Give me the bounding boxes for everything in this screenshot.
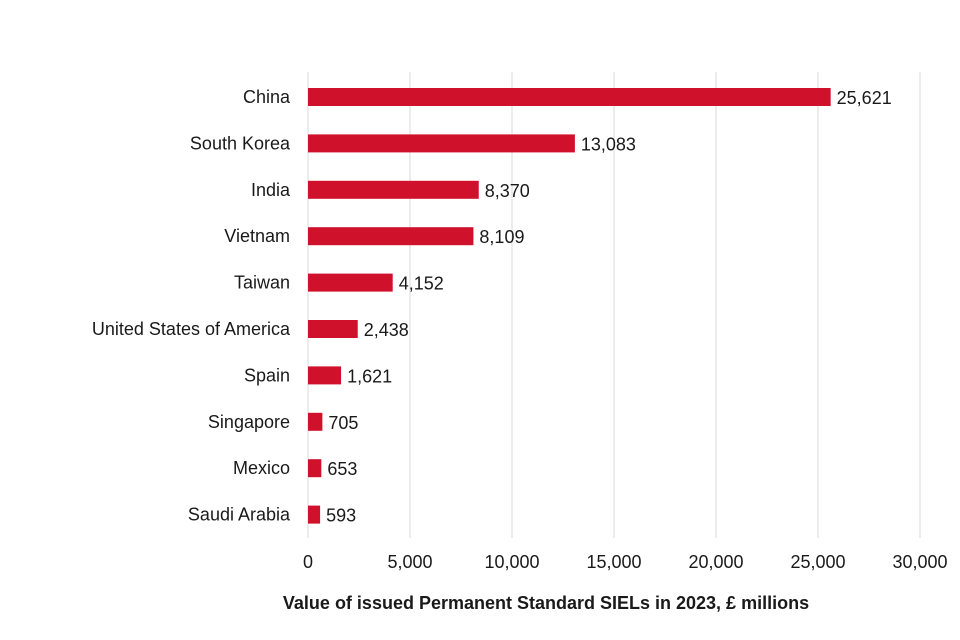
category-label: India: [251, 180, 291, 200]
data-label: 1,621: [347, 366, 392, 386]
data-label: 653: [327, 459, 357, 479]
data-label: 8,109: [479, 227, 524, 247]
x-tick-label: 0: [303, 552, 313, 572]
data-label: 13,083: [581, 134, 636, 154]
category-label: Vietnam: [224, 226, 290, 246]
bar: [308, 505, 321, 524]
bar: [308, 227, 474, 246]
category-label: Saudi Arabia: [188, 505, 291, 525]
category-label: Spain: [244, 365, 290, 385]
category-label: United States of America: [92, 319, 291, 339]
category-label: South Korea: [190, 133, 291, 153]
category-label: Singapore: [208, 412, 290, 432]
category-label: China: [243, 87, 291, 107]
category-label: Taiwan: [234, 273, 290, 293]
x-tick-label: 30,000: [892, 552, 947, 572]
bar: [308, 180, 479, 199]
x-tick-label: 25,000: [790, 552, 845, 572]
data-label: 2,438: [364, 320, 409, 340]
bar: [308, 88, 831, 106]
bar: [308, 366, 342, 385]
bar: [308, 459, 322, 478]
bars: [308, 88, 831, 524]
data-label: 4,152: [399, 274, 444, 294]
x-tick-label: 15,000: [586, 552, 641, 572]
x-tick-label: 20,000: [688, 552, 743, 572]
data-label: 593: [326, 506, 356, 526]
category-labels: China South Korea India Vietnam Taiwan United…: [92, 87, 291, 525]
data-label: 8,370: [485, 181, 530, 201]
x-tick-label: 5,000: [387, 552, 432, 572]
data-label: 25,621: [837, 88, 892, 108]
bar: [308, 134, 575, 153]
value-labels: 25,621 13,083 8,370 8,109 4,152 2,438 1,621 705…: [326, 88, 892, 526]
bar: [308, 273, 393, 292]
x-axis-tick-labels: 0 5,000 10,000 15,000 20,000 25,000 30,000: [303, 552, 948, 572]
bar: [308, 320, 358, 338]
bar: [308, 412, 323, 431]
x-tick-label: 10,000: [484, 552, 539, 572]
category-label: Mexico: [233, 458, 290, 478]
data-label: 705: [328, 413, 358, 433]
x-axis-title: Value of issued Permanent Standard SIELs…: [283, 593, 809, 613]
